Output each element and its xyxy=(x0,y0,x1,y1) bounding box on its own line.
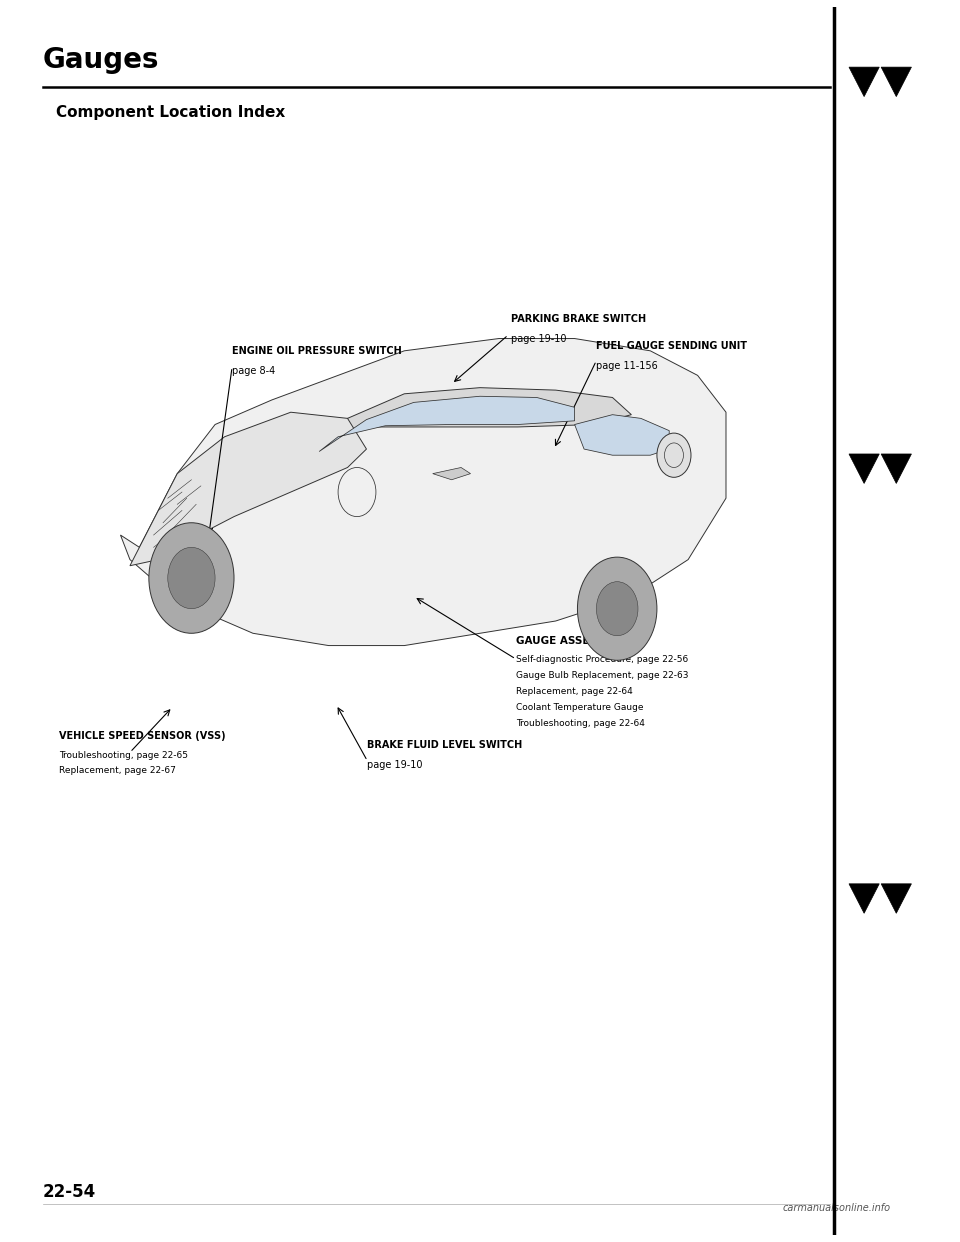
Polygon shape xyxy=(849,884,879,913)
Text: Self-diagnostic Procedure, page 22-56: Self-diagnostic Procedure, page 22-56 xyxy=(516,656,688,664)
Circle shape xyxy=(657,433,691,477)
Circle shape xyxy=(168,548,215,609)
Text: Troubleshooting, page 22-65: Troubleshooting, page 22-65 xyxy=(59,751,188,760)
Text: GAUGE ASSEMBLY: GAUGE ASSEMBLY xyxy=(516,636,620,646)
Text: Component Location Index: Component Location Index xyxy=(56,106,285,120)
Text: Replacement, page 22-67: Replacement, page 22-67 xyxy=(59,766,176,775)
Polygon shape xyxy=(120,339,726,646)
Text: page 19-10: page 19-10 xyxy=(368,760,423,770)
Text: page 8-4: page 8-4 xyxy=(232,365,276,375)
Text: PARKING BRAKE SWITCH: PARKING BRAKE SWITCH xyxy=(512,314,646,324)
Polygon shape xyxy=(575,415,669,456)
Text: page 19-10: page 19-10 xyxy=(512,334,566,344)
Polygon shape xyxy=(130,412,367,566)
Polygon shape xyxy=(881,455,911,483)
Text: Troubleshooting, page 22-64: Troubleshooting, page 22-64 xyxy=(516,719,645,728)
Circle shape xyxy=(596,581,638,636)
Text: FUEL GAUGE SENDING UNIT: FUEL GAUGE SENDING UNIT xyxy=(596,340,748,350)
Text: Replacement, page 22-64: Replacement, page 22-64 xyxy=(516,687,633,697)
Text: Gauges: Gauges xyxy=(43,46,159,75)
Polygon shape xyxy=(310,388,632,456)
Text: ENGINE OIL PRESSURE SWITCH: ENGINE OIL PRESSURE SWITCH xyxy=(232,345,402,355)
Polygon shape xyxy=(849,455,879,483)
Text: page 11-156: page 11-156 xyxy=(596,360,659,370)
Text: Gauge Bulb Replacement, page 22-63: Gauge Bulb Replacement, page 22-63 xyxy=(516,672,688,681)
Polygon shape xyxy=(881,67,911,97)
Text: BRAKE FLUID LEVEL SWITCH: BRAKE FLUID LEVEL SWITCH xyxy=(368,740,522,750)
Polygon shape xyxy=(849,67,879,97)
Text: 22-54: 22-54 xyxy=(43,1182,96,1201)
Circle shape xyxy=(578,558,657,661)
Text: carmanualsonline.info: carmanualsonline.info xyxy=(782,1203,891,1213)
Polygon shape xyxy=(433,467,470,479)
Text: VEHICLE SPEED SENSOR (VSS): VEHICLE SPEED SENSOR (VSS) xyxy=(59,732,226,741)
Circle shape xyxy=(149,523,234,633)
Text: Coolant Temperature Gauge: Coolant Temperature Gauge xyxy=(516,703,643,712)
Polygon shape xyxy=(881,884,911,913)
Polygon shape xyxy=(319,396,575,452)
